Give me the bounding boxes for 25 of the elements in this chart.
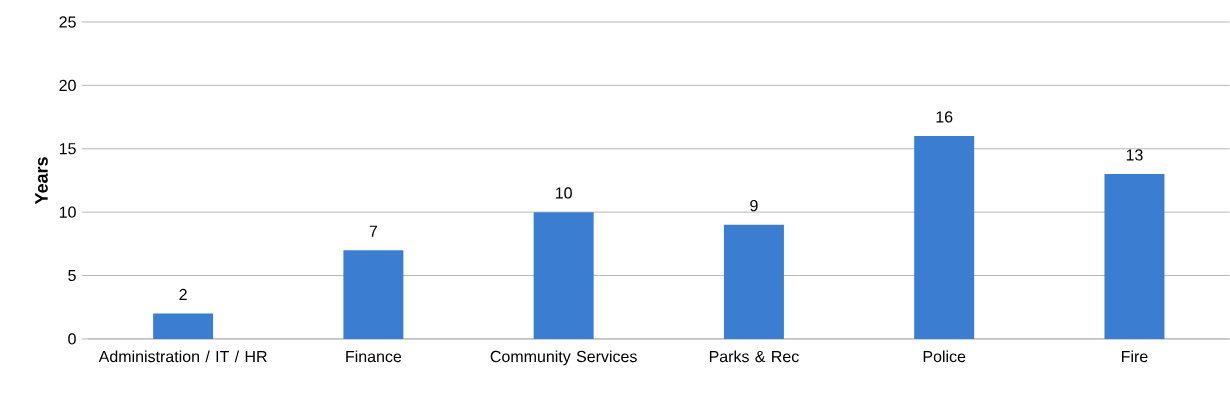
y-tick-label: 15 <box>59 143 76 155</box>
y-axis-title: Years <box>35 157 48 205</box>
data-label: 16 <box>936 111 953 123</box>
x-tick-label: Fire <box>1122 350 1148 363</box>
x-tick-label: Community Services <box>490 350 637 366</box>
x-tick-label: Finance <box>346 350 402 363</box>
y-tick-label: 5 <box>68 270 76 282</box>
y-tick-label: 20 <box>59 79 76 92</box>
x-tick-label: Parks & Rec <box>709 350 799 363</box>
data-label: 10 <box>555 187 572 199</box>
y-tick-label: 25 <box>59 16 76 28</box>
y-tick-label: 10 <box>59 206 76 218</box>
y-tick-label: 0 <box>68 333 76 345</box>
data-label: 13 <box>1126 149 1143 161</box>
x-tick-label: Administration / IT / HR <box>98 350 267 363</box>
bar <box>914 136 975 339</box>
data-label: 2 <box>179 288 187 301</box>
data-label: 9 <box>750 200 758 212</box>
bar <box>533 212 594 339</box>
x-tick-label: Police <box>923 350 966 363</box>
bar <box>723 224 784 339</box>
bar <box>1104 174 1165 339</box>
bar <box>153 313 214 339</box>
bar <box>343 250 404 339</box>
data-label: 7 <box>369 225 378 237</box>
